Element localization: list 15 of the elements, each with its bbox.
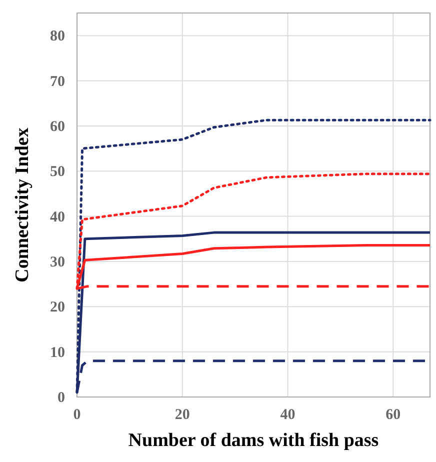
x-axis-title: Number of dams with fish pass: [128, 430, 379, 451]
y-tick-label: 60: [50, 118, 65, 135]
x-tick-label: 20: [174, 407, 190, 423]
y-axis-title: Connectivity Index: [12, 127, 33, 282]
y-tick-label: 40: [50, 209, 65, 226]
y-tick-label: 0: [58, 390, 65, 406]
y-tick-label: 70: [50, 74, 65, 90]
y-tick-label: 50: [50, 164, 65, 180]
x-tick-label: 60: [386, 407, 401, 423]
y-tick-label: 30: [50, 254, 65, 270]
y-tick-label: 10: [50, 344, 65, 361]
y-tick-label: 80: [50, 28, 65, 45]
x-tick-label: 0: [73, 407, 81, 423]
x-tick-label: 40: [280, 407, 296, 423]
y-tick-label: 20: [50, 300, 65, 316]
